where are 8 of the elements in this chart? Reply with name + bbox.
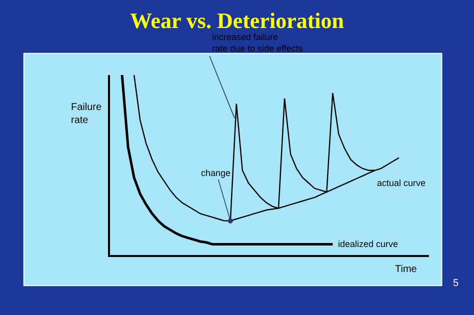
chart-title: Wear vs. Deterioration xyxy=(130,8,344,33)
text: 5 xyxy=(453,278,459,289)
series-label: idealized curve xyxy=(338,239,398,249)
text: increased failure rate due to side effects xyxy=(212,32,304,54)
x-axis-title: Time xyxy=(395,264,418,275)
y-axis-title: Failure rate xyxy=(71,102,102,126)
annotation: change xyxy=(201,168,231,178)
series-label: actual curve xyxy=(377,178,426,188)
